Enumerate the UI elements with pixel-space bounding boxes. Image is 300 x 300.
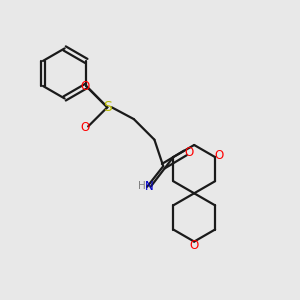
Text: O: O [190,239,199,253]
Text: O: O [80,122,89,134]
Text: N: N [145,180,154,193]
Text: O: O [215,149,224,162]
Text: O: O [80,80,89,93]
Text: H: H [138,181,146,191]
Text: S: S [103,100,112,114]
Text: O: O [184,146,194,159]
